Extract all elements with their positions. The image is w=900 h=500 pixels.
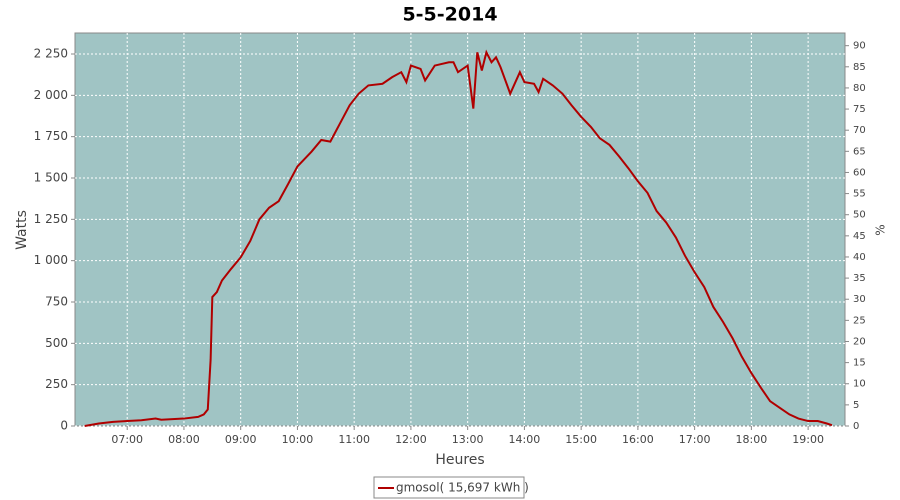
y-tick-label: 1 750 <box>34 129 68 143</box>
x-tick-label: 09:00 <box>225 433 257 446</box>
plot-area <box>74 32 846 427</box>
x-tick-label: 17:00 <box>679 433 711 446</box>
x-tick-label: 07:00 <box>111 433 143 446</box>
y2-tick-label: 60 <box>853 167 866 178</box>
y2-tick-label: 40 <box>853 252 866 263</box>
y2-tick-label: 20 <box>853 336 866 347</box>
y2-tick-label: 35 <box>853 273 866 284</box>
y-axis-label: Watts <box>14 210 30 250</box>
chart-title: 5-5-2014 <box>402 4 497 26</box>
x-tick-label: 12:00 <box>395 433 427 446</box>
y2-tick-label: 45 <box>853 231 866 242</box>
y2-tick-label: 0 <box>853 421 859 432</box>
y2-tick-label: 90 <box>853 41 866 52</box>
y2-tick-label: 75 <box>853 104 866 115</box>
data-line <box>84 49 833 427</box>
x-tick-label: 13:00 <box>452 433 484 446</box>
legend-box <box>373 476 525 499</box>
y2-tick-label: 55 <box>853 189 866 200</box>
y2-tick-label: 25 <box>853 315 866 326</box>
x-tick-label: 18:00 <box>736 433 768 446</box>
y-tick-label: 750 <box>45 294 68 308</box>
y2-axis-label: % <box>874 224 888 235</box>
x-tick-label: 14:00 <box>509 433 541 446</box>
y-tick-label: 2 000 <box>34 88 68 102</box>
x-tick-label: 16:00 <box>622 433 654 446</box>
y-tick-label: 1 000 <box>34 253 68 267</box>
x-tick-label: 11:00 <box>338 433 370 446</box>
y2-tick-label: 85 <box>853 62 866 73</box>
x-tick-label: 08:00 <box>168 433 200 446</box>
y-tick-label: 500 <box>45 336 68 350</box>
y-tick-label: 2 250 <box>34 46 68 60</box>
x-tick-label: 19:00 <box>792 433 824 446</box>
y2-tick-label: 80 <box>853 83 866 94</box>
x-tick-label: 15:00 <box>565 433 597 446</box>
y2-tick-label: 30 <box>853 294 866 305</box>
x-axis-label: Heures <box>435 452 484 468</box>
y2-tick-label: 10 <box>853 379 866 390</box>
y-tick-label: 1 500 <box>34 170 68 184</box>
y2-tick-label: 50 <box>853 210 866 221</box>
y-tick-label: 1 250 <box>34 212 68 226</box>
y2-tick-label: 65 <box>853 146 866 157</box>
x-tick-label: 10:00 <box>282 433 314 446</box>
legend-label: gmosol( 15,697 kWh ) <box>396 481 529 495</box>
y2-tick-label: 5 <box>853 400 859 411</box>
y-tick-label: 250 <box>45 377 68 391</box>
y2-tick-label: 15 <box>853 358 866 369</box>
y2-tick-label: 70 <box>853 125 866 136</box>
y-tick-label: 0 <box>60 419 68 433</box>
